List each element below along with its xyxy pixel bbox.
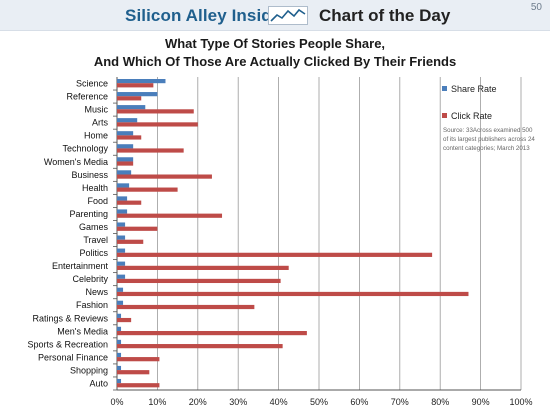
bar-click-rate: [117, 226, 158, 231]
category-label: Politics: [79, 248, 108, 258]
category-label: Parenting: [69, 209, 108, 219]
category-label: Celebrity: [72, 274, 108, 284]
bar-click-rate: [117, 213, 223, 218]
bar-click-rate: [117, 291, 469, 297]
source-annotation: Source: 33Across examined 500: [443, 127, 533, 134]
bar-share-rate: [117, 131, 134, 136]
bar-click-rate: [117, 304, 255, 310]
header-band: Silicon Alley Insider Chart of the Day 5…: [0, 0, 550, 31]
bar-click-rate: [117, 122, 198, 127]
bar-click-rate: [117, 96, 142, 101]
category-label: Business: [71, 170, 108, 180]
bar-click-rate: [117, 135, 142, 140]
category-label: Arts: [92, 118, 109, 128]
bar-share-rate: [117, 92, 158, 97]
bar-click-rate: [117, 83, 154, 88]
corner-number: 50: [530, 2, 542, 13]
category-label: Games: [79, 222, 109, 232]
bar-share-rate: [117, 170, 132, 175]
bar-share-rate: [117, 196, 128, 201]
bar-share-rate: [117, 144, 134, 149]
category-label: Music: [84, 105, 108, 115]
bar-click-rate: [117, 317, 132, 323]
bar-share-rate: [117, 261, 126, 266]
category-label: Women's Media: [44, 157, 108, 167]
legend-swatch-click: [442, 113, 447, 118]
bar-click-rate: [117, 357, 160, 362]
bar-share-rate: [117, 222, 126, 227]
x-tick-label: 30%: [229, 397, 247, 407]
bar-click-rate: [117, 161, 134, 166]
bar-share-rate: [117, 287, 124, 292]
bar-share-rate: [117, 79, 166, 84]
bar-click-rate: [117, 370, 150, 375]
chart-subtitle: And Which Of Those Are Actually Clicked …: [93, 54, 457, 69]
bar-share-rate: [117, 339, 122, 345]
section-title: Chart of the Day: [319, 6, 451, 25]
x-tick-label: 60%: [350, 397, 368, 407]
bar-click-rate: [117, 187, 178, 192]
bar-click-rate: [117, 239, 144, 244]
bar-click-rate: [117, 200, 142, 205]
bar-share-rate: [117, 105, 146, 110]
x-tick-label: 100%: [509, 397, 532, 407]
bar-share-rate: [117, 274, 126, 279]
category-label: News: [85, 287, 108, 297]
bar-share-rate: [117, 157, 134, 162]
x-tick-label: 90%: [472, 397, 490, 407]
bar-click-rate: [117, 148, 184, 153]
category-label: Travel: [83, 235, 108, 245]
bar-share-rate: [117, 326, 122, 331]
bar-click-rate: [117, 383, 160, 388]
legend-swatch-share: [442, 86, 447, 91]
bar-share-rate: [117, 313, 122, 318]
source-annotation: content categories; March 2013: [443, 145, 530, 152]
bar-share-rate: [117, 352, 122, 358]
x-tick-label: 80%: [431, 397, 449, 407]
x-tick-label: 50%: [310, 397, 328, 407]
category-label: Ratings & Reviews: [32, 313, 108, 323]
category-label: Shopping: [70, 365, 108, 375]
bar-click-rate: [117, 174, 212, 179]
category-label: Entertainment: [52, 261, 109, 271]
x-tick-label: 70%: [391, 397, 409, 407]
category-label: Personal Finance: [38, 352, 108, 362]
bar-share-rate: [117, 248, 126, 253]
category-label: Auto: [89, 378, 108, 388]
bar-share-rate: [117, 183, 130, 188]
x-tick-label: 40%: [270, 397, 288, 407]
brand-name: Silicon Alley Insider: [125, 6, 289, 25]
bar-share-rate: [117, 235, 126, 240]
line-chart-icon: [268, 6, 308, 25]
bar-click-rate: [117, 278, 281, 284]
category-label: Reference: [66, 92, 108, 102]
bar-share-rate: [117, 209, 128, 214]
bar-share-rate: [117, 118, 138, 123]
source-annotation: of its largest publishers across 24: [443, 136, 535, 143]
bar-click-rate: [117, 344, 283, 349]
category-label: Sports & Recreation: [27, 339, 108, 349]
legend-label-click: Click Rate: [451, 111, 492, 121]
x-tick-label: 0%: [110, 397, 123, 407]
category-label: Health: [82, 183, 108, 193]
legend-label-share: Share Rate: [451, 84, 497, 94]
category-label: Food: [87, 196, 108, 206]
x-tick-label: 20%: [189, 397, 207, 407]
bar-click-rate: [117, 109, 194, 114]
category-label: Science: [76, 79, 108, 89]
category-label: Fashion: [76, 300, 108, 310]
bar-click-rate: [117, 252, 433, 257]
x-tick-label: 10%: [148, 397, 166, 407]
bar-click-rate: [117, 265, 289, 270]
category-label: Home: [84, 131, 108, 141]
bar-click-rate: [117, 330, 307, 336]
category-label: Men's Media: [57, 326, 108, 336]
chart-title: What Type Of Stories People Share,: [164, 36, 386, 51]
bar-share-rate: [117, 378, 122, 384]
category-label: Technology: [62, 144, 108, 154]
bar-share-rate: [117, 300, 124, 305]
bar-share-rate: [117, 365, 122, 371]
